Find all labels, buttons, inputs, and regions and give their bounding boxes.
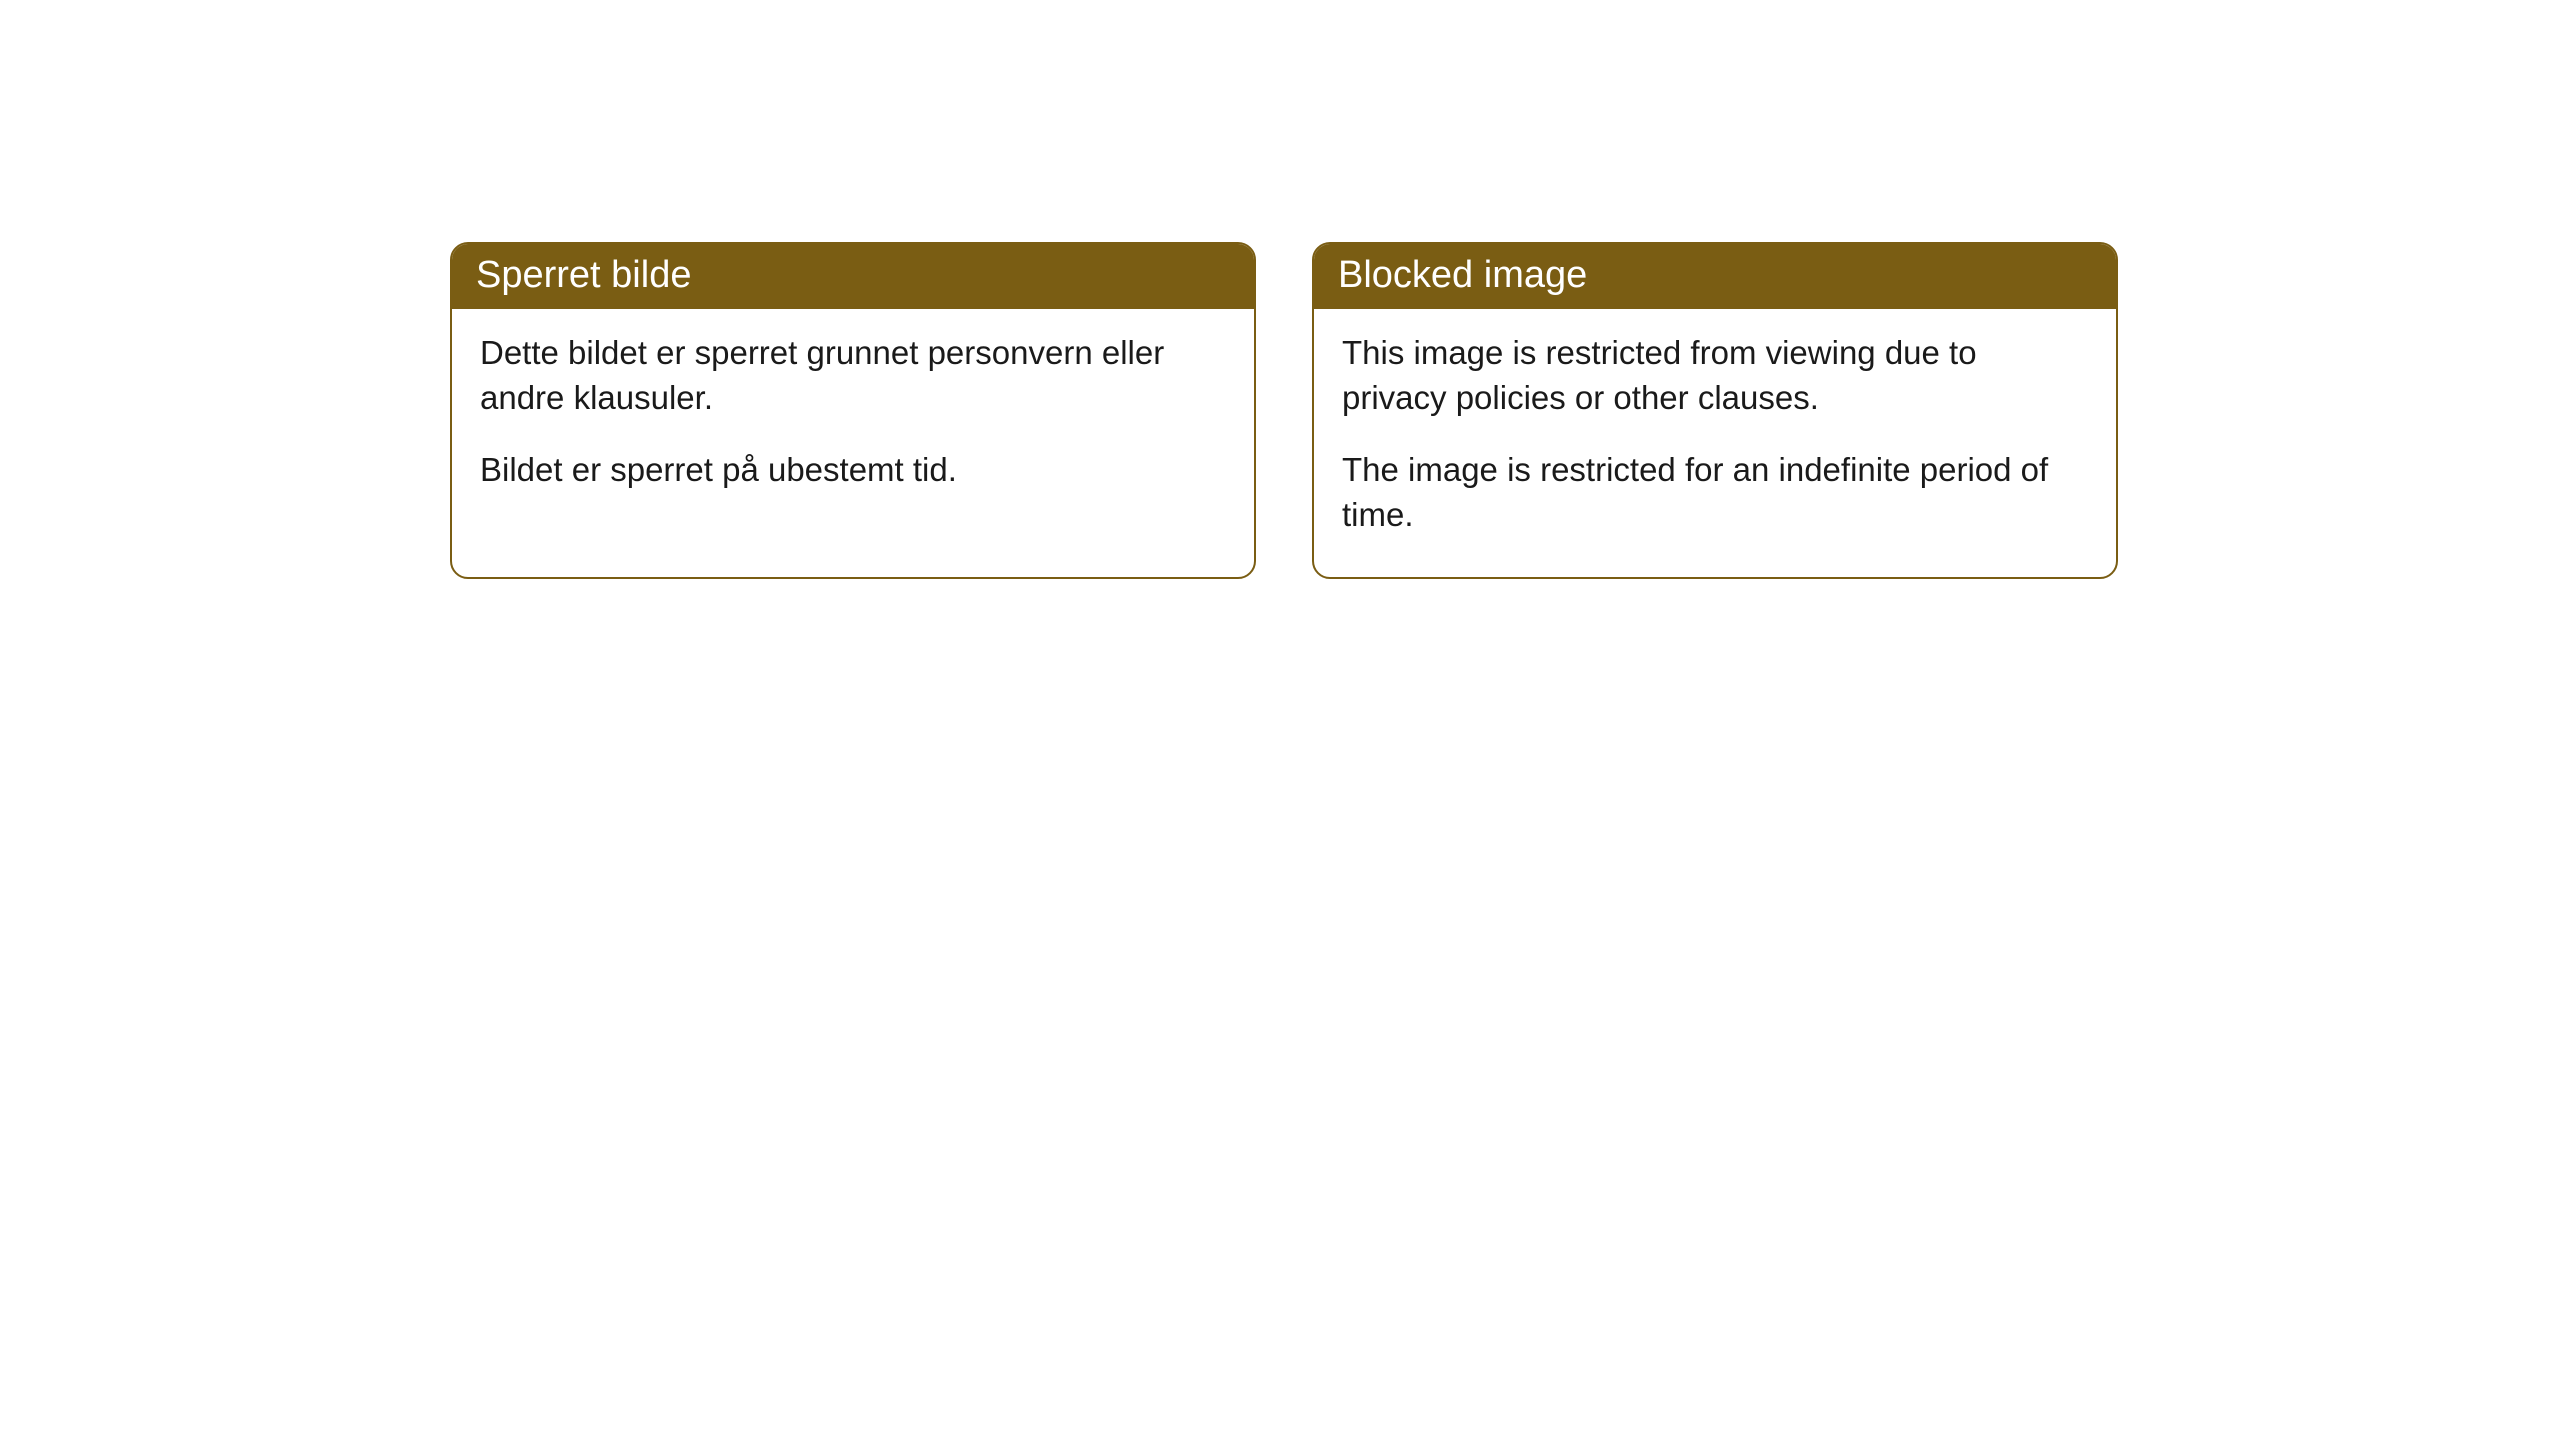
card-paragraph: This image is restricted from viewing du… — [1342, 331, 2088, 420]
notice-container: Sperret bilde Dette bildet er sperret gr… — [450, 242, 2118, 579]
card-title: Blocked image — [1338, 254, 1587, 296]
blocked-image-card-no: Sperret bilde Dette bildet er sperret gr… — [450, 242, 1256, 579]
card-title: Sperret bilde — [476, 254, 691, 296]
card-paragraph: Bildet er sperret på ubestemt tid. — [480, 448, 1226, 493]
card-body: This image is restricted from viewing du… — [1314, 309, 2116, 577]
card-paragraph: Dette bildet er sperret grunnet personve… — [480, 331, 1226, 420]
card-paragraph: The image is restricted for an indefinit… — [1342, 448, 2088, 537]
blocked-image-card-en: Blocked image This image is restricted f… — [1312, 242, 2118, 579]
card-body: Dette bildet er sperret grunnet personve… — [452, 309, 1254, 533]
card-header: Blocked image — [1314, 244, 2116, 309]
card-header: Sperret bilde — [452, 244, 1254, 309]
